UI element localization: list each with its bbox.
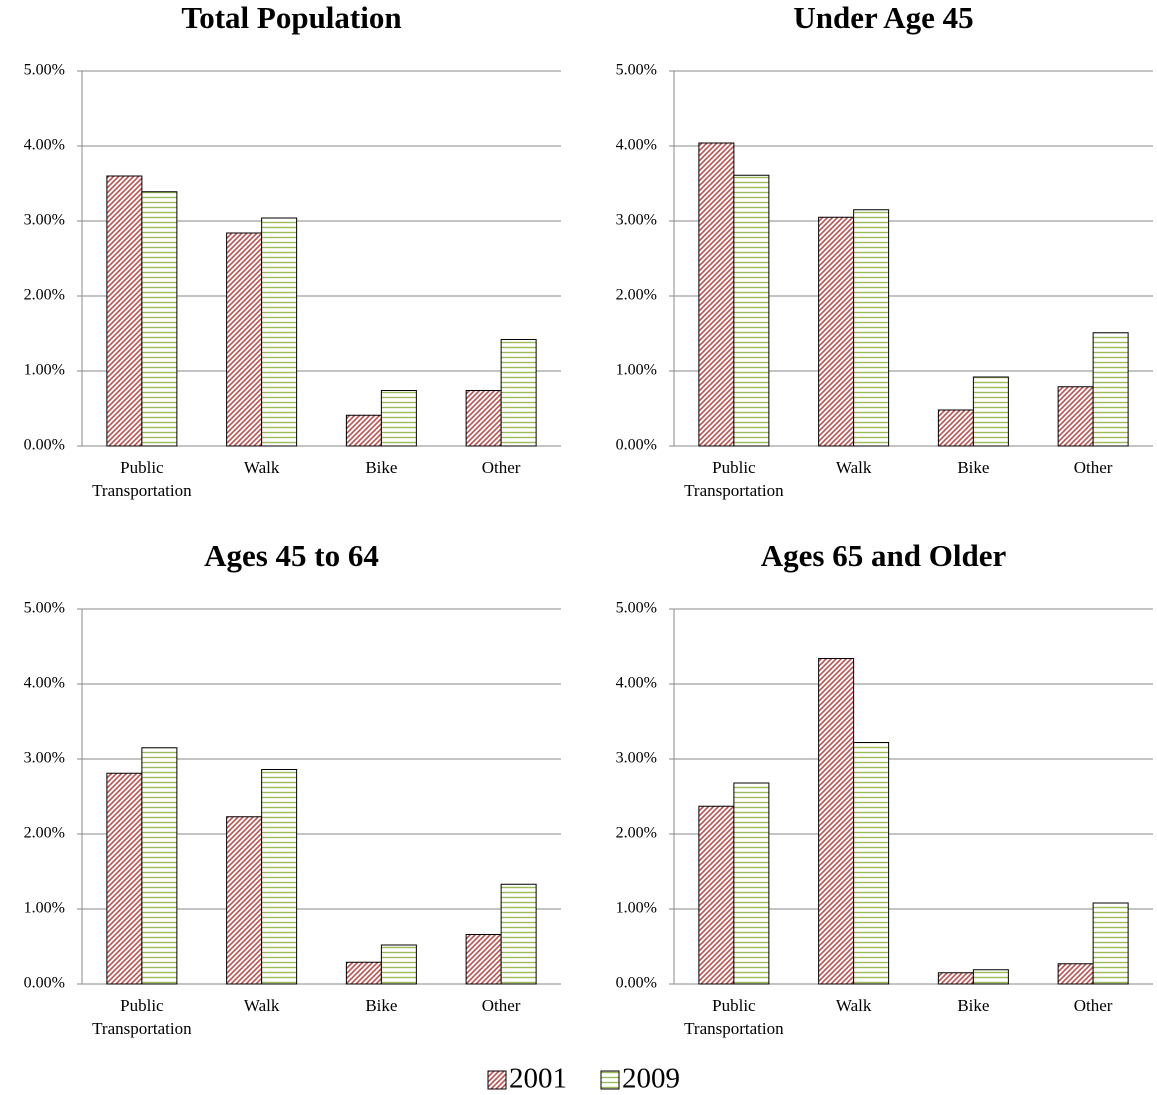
chart-title: Total Population: [181, 0, 401, 35]
x-tick-label: Walk: [835, 996, 872, 1015]
y-tick-label: 5.00%: [616, 600, 657, 617]
bar: [500, 883, 537, 985]
x-tick-label: Bike: [957, 996, 990, 1015]
bar: [1057, 963, 1094, 985]
bar: [226, 232, 263, 447]
x-tick-label: Bike: [957, 458, 990, 477]
y-tick-label: 0.00%: [616, 437, 657, 454]
y-tick-label: 2.00%: [616, 825, 657, 842]
bar: [226, 816, 263, 985]
bar: [261, 769, 298, 985]
bar: [380, 944, 417, 985]
bar: [937, 972, 974, 985]
y-tick-label: 4.00%: [616, 137, 657, 154]
bar: [141, 747, 178, 985]
x-tick-label: Walk: [243, 458, 280, 477]
x-tick-label-box: Public Transportation: [684, 996, 784, 1038]
legend-swatch: [600, 1070, 620, 1090]
bar: [853, 209, 890, 447]
bar: [1057, 386, 1094, 447]
bar: [818, 216, 855, 447]
bar: [261, 217, 298, 447]
bar: [345, 414, 382, 447]
x-tick-label-box: Bike: [365, 458, 398, 477]
bar: [853, 742, 890, 985]
x-tick-label-box: Bike: [957, 458, 990, 477]
chart-title: Under Age 45: [793, 0, 973, 35]
x-tick-label-box: Public Transportation: [684, 458, 784, 500]
x-tick-label: Public Transportation: [684, 996, 784, 1038]
x-tick-label-box: Walk: [835, 996, 872, 1015]
x-tick-label-box: Walk: [243, 996, 280, 1015]
chart-title: Ages 45 to 64: [204, 538, 379, 573]
x-tick-label-box: Bike: [365, 996, 398, 1015]
y-tick-label: 5.00%: [24, 62, 65, 79]
x-tick-label: Other: [481, 996, 521, 1015]
bar: [733, 174, 770, 447]
x-tick-label: Walk: [835, 458, 872, 477]
x-tick-label-box: Other: [481, 996, 521, 1015]
x-tick-label: Bike: [365, 458, 398, 477]
bar: [1092, 902, 1129, 985]
y-tick-label: 0.00%: [24, 437, 65, 454]
x-tick-label: Bike: [365, 996, 398, 1015]
y-tick-label: 0.00%: [24, 975, 65, 992]
bar: [698, 142, 735, 447]
y-tick-label: 4.00%: [616, 675, 657, 692]
bar: [106, 175, 143, 447]
bar: [972, 969, 1009, 985]
x-tick-label-box: Other: [1073, 996, 1113, 1015]
legend-label: 2001: [509, 1063, 567, 1095]
bar: [937, 409, 974, 447]
bar: [1092, 332, 1129, 447]
x-tick-label: Other: [1073, 996, 1113, 1015]
y-tick-label: 3.00%: [616, 212, 657, 229]
x-tick-label: Walk: [243, 996, 280, 1015]
y-tick-label: 2.00%: [24, 287, 65, 304]
y-tick-label: 2.00%: [24, 825, 65, 842]
y-tick-label: 1.00%: [24, 900, 65, 917]
legend-swatch: [487, 1070, 507, 1090]
y-tick-label: 4.00%: [24, 675, 65, 692]
bar: [733, 782, 770, 985]
y-tick-label: 5.00%: [24, 600, 65, 617]
bar: [465, 390, 502, 447]
bar: [972, 376, 1009, 447]
bar: [698, 805, 735, 985]
bar: [345, 961, 382, 985]
y-tick-label: 2.00%: [616, 287, 657, 304]
bar: [465, 934, 502, 985]
y-tick-label: 4.00%: [24, 137, 65, 154]
y-tick-label: 1.00%: [24, 362, 65, 379]
x-tick-label-box: Other: [1073, 458, 1113, 477]
x-tick-label-box: Bike: [957, 996, 990, 1015]
y-tick-label: 1.00%: [616, 900, 657, 917]
bar: [106, 772, 143, 985]
y-tick-label: 3.00%: [24, 212, 65, 229]
x-tick-label: Public Transportation: [684, 458, 784, 500]
x-tick-label: Public Transportation: [92, 996, 192, 1038]
bar: [141, 191, 178, 447]
bar: [380, 390, 417, 447]
x-tick-label-box: Public Transportation: [92, 996, 192, 1038]
legend-label: 2009: [622, 1063, 680, 1095]
bar: [818, 658, 855, 985]
y-tick-label: 3.00%: [24, 750, 65, 767]
x-tick-label: Other: [1073, 458, 1113, 477]
x-tick-label-box: Other: [481, 458, 521, 477]
y-tick-label: 5.00%: [616, 62, 657, 79]
chart-title: Ages 65 and Older: [761, 538, 1007, 573]
bar: [500, 339, 537, 447]
y-tick-label: 1.00%: [616, 362, 657, 379]
y-tick-label: 0.00%: [616, 975, 657, 992]
x-tick-label-box: Walk: [835, 458, 872, 477]
y-tick-label: 3.00%: [616, 750, 657, 767]
x-tick-label: Other: [481, 458, 521, 477]
x-tick-label-box: Walk: [243, 458, 280, 477]
x-tick-label: Public Transportation: [92, 458, 192, 500]
x-tick-label-box: Public Transportation: [92, 458, 192, 500]
